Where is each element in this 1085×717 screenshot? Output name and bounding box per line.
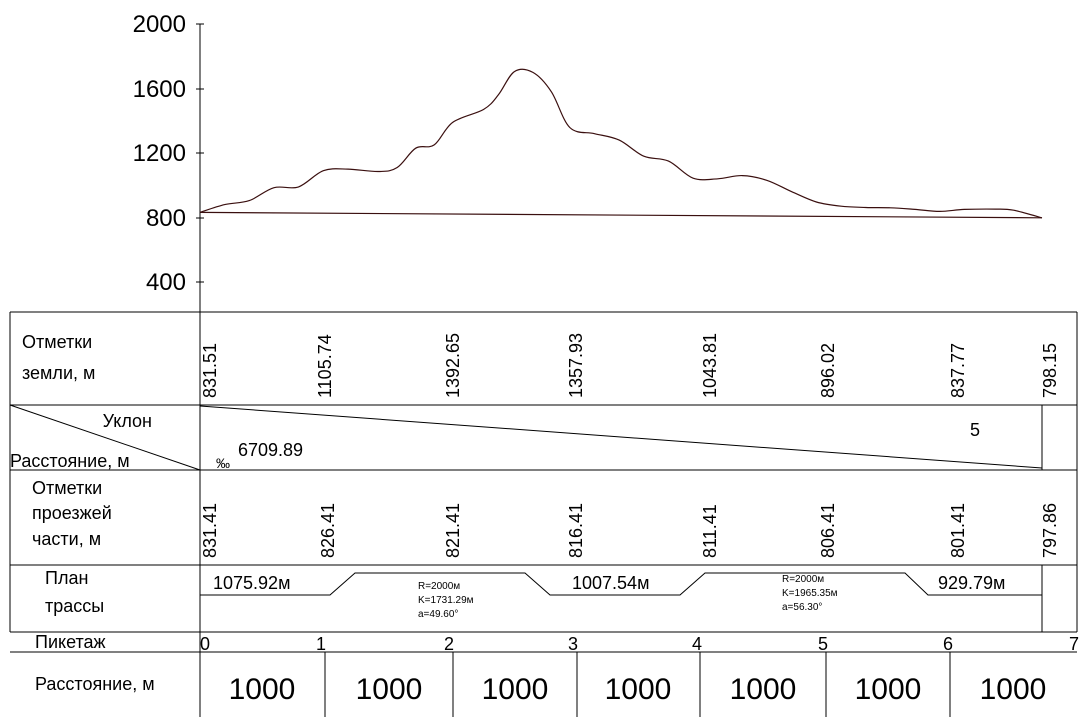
ground-elevation-value: 1105.74 [315, 334, 335, 398]
straight-length: 1075.92м [213, 573, 290, 593]
y-tick-label: 400 [146, 269, 186, 296]
profile-chart: 2000 1600 1200 800 400 [133, 11, 1043, 312]
road-elevation-value: 831.41 [200, 503, 220, 558]
ground-elevation-value: 1357.93 [566, 333, 586, 398]
distance-value: 1000 [482, 673, 549, 706]
row-label: План [45, 568, 88, 588]
row-label: Отметки [22, 332, 92, 352]
row-label: трассы [45, 596, 104, 616]
row-label: Расстояние, м [35, 674, 155, 694]
curve-length: K=1731.29м [418, 595, 474, 606]
ground-elevation-value: 831.51 [200, 343, 220, 398]
road-elevation-value: 821.41 [443, 503, 463, 558]
slope-row: Уклон Расстояние, м ‰ 6709.89 5 [9, 404, 1043, 471]
slope-value: 5 [970, 420, 980, 440]
curve-angle: a=56.30° [782, 602, 822, 613]
ground-elevation-row: Отметки земли, м 831.51 1105.74 1392.65 … [22, 332, 1060, 398]
distance-value: 1000 [855, 673, 922, 706]
road-elevation-value: 811.41 [700, 504, 720, 558]
road-elevation-value: 806.41 [818, 503, 838, 558]
road-elevation-value: 801.41 [948, 503, 968, 558]
y-tick-label: 1600 [133, 76, 186, 103]
picket-number: 6 [943, 634, 953, 654]
slope-label: Уклон [103, 411, 152, 431]
permille-sign: ‰ [216, 455, 230, 471]
picket-number: 3 [568, 634, 578, 654]
distance-value: 1000 [356, 673, 423, 706]
y-tick-label: 2000 [133, 11, 186, 38]
picket-number: 4 [692, 634, 702, 654]
ground-elevation-value: 1043.81 [700, 333, 720, 398]
y-tick-label: 800 [146, 205, 186, 232]
ground-elevation-value: 798.15 [1040, 343, 1060, 398]
route-plan-row: План трассы 1075.92м 1007.54м 929.79м R=… [45, 568, 1042, 620]
picket-number: 7 [1069, 634, 1079, 654]
ground-elevation-value: 1392.65 [443, 333, 463, 398]
straight-length: 1007.54м [572, 573, 649, 593]
ground-profile-line [199, 68, 1043, 219]
distance-value: 1000 [980, 673, 1047, 706]
curve-angle: a=49.60° [418, 609, 458, 620]
profile-table-grid [9, 311, 1078, 717]
picket-number: 0 [200, 634, 210, 654]
road-elevation-value: 816.41 [566, 503, 586, 558]
y-axis-tick-labels: 2000 1600 1200 800 400 [133, 11, 186, 296]
route-plan-line [200, 572, 1042, 596]
curve-radius: R=2000м [782, 574, 824, 585]
row-label: части, м [32, 529, 101, 549]
picket-row: Пикетаж 0 1 2 3 4 5 6 7 [35, 632, 1079, 654]
ground-elevation-value: 837.77 [948, 343, 968, 398]
slope-distance-value: 6709.89 [238, 440, 303, 460]
row-label: Отметки [32, 478, 102, 498]
y-tick-label: 1200 [133, 140, 186, 167]
road-elevation-value: 826.41 [318, 503, 338, 558]
curve-length: K=1965.35м [782, 588, 838, 599]
picket-number: 1 [316, 634, 326, 654]
distance-value: 1000 [605, 673, 672, 706]
distance-value: 1000 [229, 673, 296, 706]
design-grade-line [199, 211, 1043, 219]
slope-diagonal [199, 405, 1043, 469]
distance-label: Расстояние, м [10, 451, 130, 471]
picket-number: 5 [818, 634, 828, 654]
header-diagonal [9, 404, 201, 471]
row-label: проезжей [32, 503, 112, 523]
road-elevation-value: 797.86 [1040, 503, 1060, 558]
road-elevation-row: Отметки проезжей части, м 831.41 826.41 … [32, 478, 1060, 558]
y-axis-ticks [196, 23, 204, 283]
picket-number: 2 [444, 634, 454, 654]
ground-elevation-value: 896.02 [818, 343, 838, 398]
distance-row: Расстояние, м 1000 1000 1000 1000 1000 1… [35, 673, 1046, 706]
distance-value: 1000 [730, 673, 797, 706]
row-label: Пикетаж [35, 632, 106, 652]
straight-length: 929.79м [938, 573, 1005, 593]
curve-radius: R=2000м [418, 581, 460, 592]
row-label: земли, м [22, 363, 95, 383]
